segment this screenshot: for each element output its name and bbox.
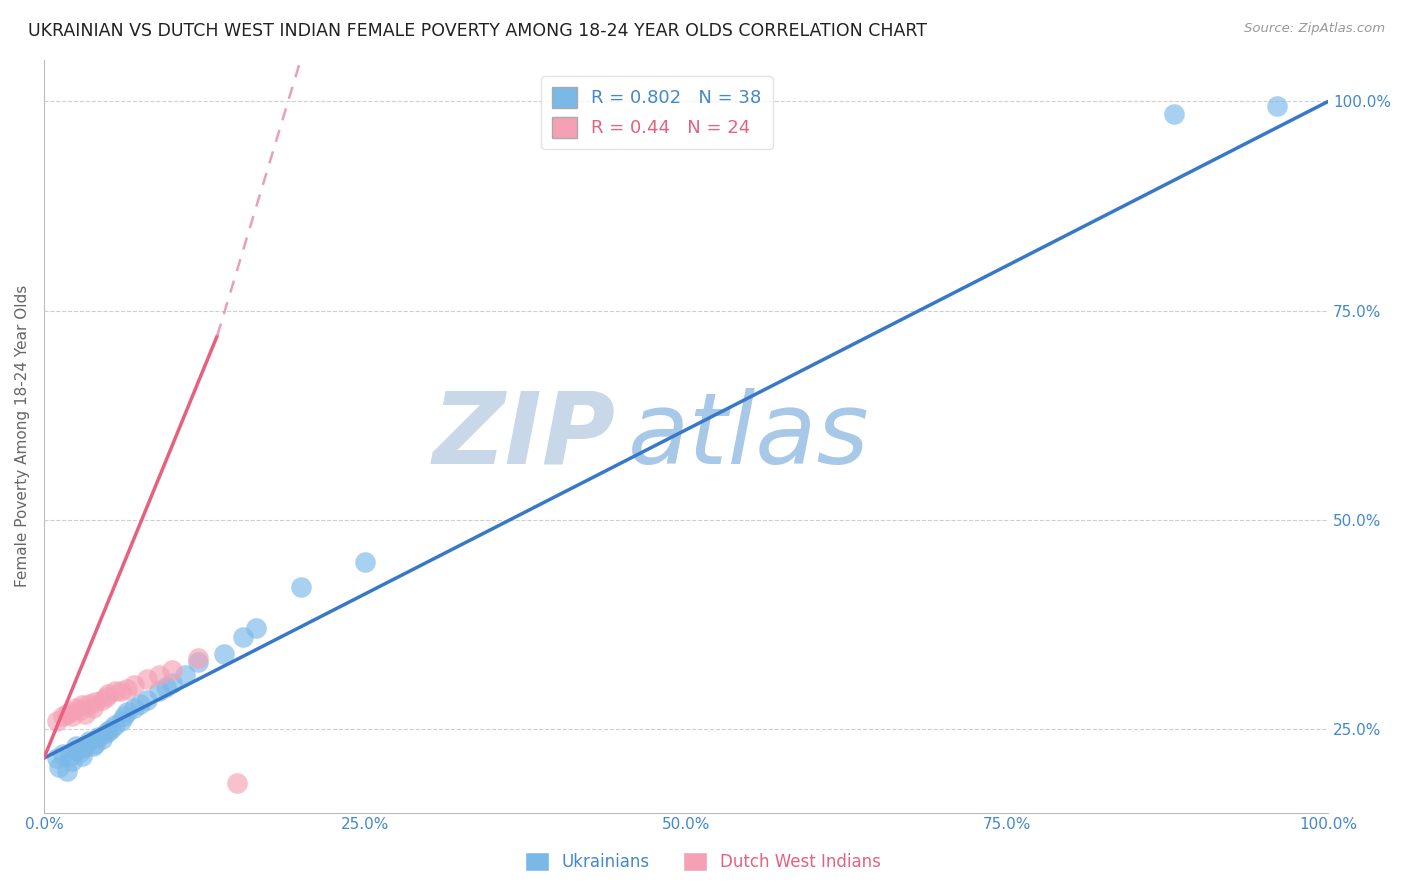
Point — [117, 681, 139, 696]
Y-axis label: Female Poverty Among 18-24 Year Olds: Female Poverty Among 18-24 Year Olds — [15, 285, 30, 587]
Text: Source: ZipAtlas.com: Source: ZipAtlas.com — [1244, 22, 1385, 36]
Point — [122, 701, 145, 715]
Point — [212, 647, 235, 661]
Point — [110, 684, 132, 698]
Point — [187, 650, 209, 665]
Point — [65, 739, 87, 753]
Legend: R = 0.802   N = 38, R = 0.44   N = 24: R = 0.802 N = 38, R = 0.44 N = 24 — [541, 76, 772, 149]
Point — [97, 723, 120, 738]
Point — [110, 714, 132, 728]
Point — [97, 687, 120, 701]
Point — [122, 678, 145, 692]
Point — [87, 731, 110, 745]
Text: ZIP: ZIP — [433, 387, 616, 484]
Point — [232, 630, 254, 644]
Point — [1163, 107, 1185, 121]
Point — [58, 705, 80, 719]
Point — [100, 722, 122, 736]
Point — [135, 672, 157, 686]
Point — [60, 709, 83, 723]
Point — [52, 747, 75, 761]
Point — [82, 701, 104, 715]
Point — [72, 748, 94, 763]
Text: atlas: atlas — [628, 387, 870, 484]
Point — [73, 740, 96, 755]
Point — [56, 764, 79, 778]
Point — [174, 667, 197, 681]
Point — [69, 745, 91, 759]
Point — [77, 734, 100, 748]
Point — [112, 709, 135, 723]
Point — [56, 706, 79, 721]
Point — [94, 726, 117, 740]
Point — [103, 717, 125, 731]
Point — [58, 748, 80, 763]
Point — [117, 705, 139, 719]
Point — [290, 580, 312, 594]
Point — [155, 680, 177, 694]
Point — [148, 667, 170, 681]
Point — [1265, 98, 1288, 112]
Point — [94, 690, 117, 704]
Point — [72, 698, 94, 713]
Point — [84, 737, 107, 751]
Point — [84, 695, 107, 709]
Point — [82, 739, 104, 753]
Point — [45, 751, 67, 765]
Point — [52, 709, 75, 723]
Point — [187, 655, 209, 669]
Point — [73, 706, 96, 721]
Point — [77, 697, 100, 711]
Point — [225, 776, 247, 790]
Point — [245, 622, 267, 636]
Point — [65, 743, 87, 757]
Point — [162, 663, 184, 677]
Point — [90, 731, 112, 746]
Text: UKRAINIAN VS DUTCH WEST INDIAN FEMALE POVERTY AMONG 18-24 YEAR OLDS CORRELATION : UKRAINIAN VS DUTCH WEST INDIAN FEMALE PO… — [28, 22, 927, 40]
Point — [69, 703, 91, 717]
Point — [162, 676, 184, 690]
Point — [45, 714, 67, 728]
Point — [135, 692, 157, 706]
Point — [148, 684, 170, 698]
Point — [129, 697, 152, 711]
Point — [65, 701, 87, 715]
Point — [103, 684, 125, 698]
Point — [48, 759, 70, 773]
Point — [60, 754, 83, 768]
Legend: Ukrainians, Dutch West Indians: Ukrainians, Dutch West Indians — [517, 843, 889, 880]
Point — [90, 692, 112, 706]
Point — [354, 555, 377, 569]
